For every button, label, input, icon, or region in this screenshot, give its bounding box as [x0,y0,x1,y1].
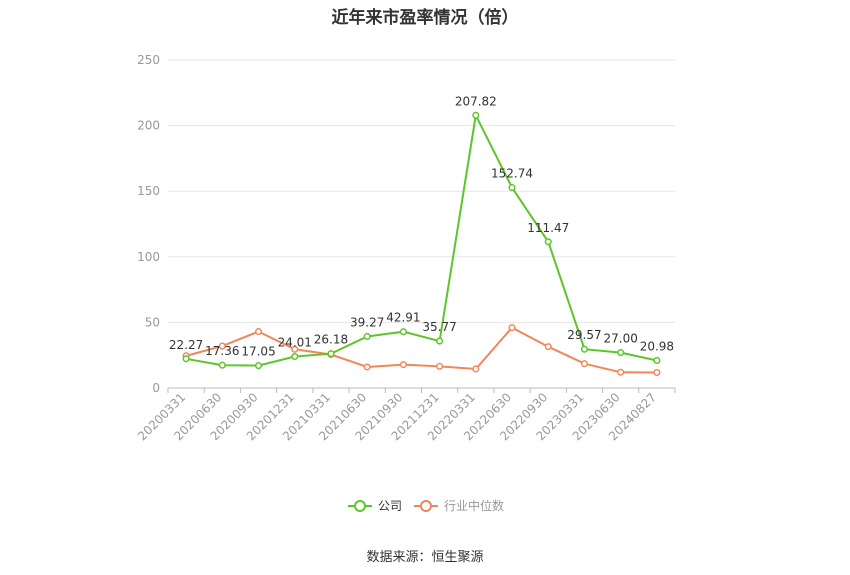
data-label: 42.91 [386,311,420,325]
legend-marker-1 [420,500,432,512]
data-label: 20.98 [640,339,674,353]
x-axis: 2020033120200630202009302020123120210331… [135,387,676,443]
source-note: 数据来源：恒生聚源 [366,550,484,565]
y-tick-label: 50 [145,315,160,329]
data-point [544,238,552,246]
y-tick-label: 150 [137,184,160,198]
data-label: 207.82 [455,94,497,108]
data-label: 27.00 [603,332,637,346]
data-point [254,362,263,370]
data-point [653,356,661,365]
legend: 公司 行业中位数 [348,498,504,513]
data-label: 26.18 [314,333,348,347]
legend-label-1[interactable]: 行业中位数 [444,498,504,513]
data-point [580,360,589,368]
data-point [472,111,480,119]
data-point [254,328,263,336]
y-tick-label: 250 [137,53,160,67]
series-line-1 [185,326,657,374]
data-point [544,343,552,351]
data-point [399,328,407,336]
data-point [436,337,444,345]
legend-label-0[interactable]: 公司 [378,499,402,513]
data-label: 22.27 [169,338,203,352]
y-axis: 0 50 100 150 200 250 [137,53,160,395]
data-label: 24.01 [278,335,312,349]
series-layer [182,111,661,377]
y-tick-label: 100 [137,250,160,264]
data-point [399,361,407,369]
data-point [580,345,589,353]
data-point [291,352,299,361]
data-label: 111.47 [527,221,569,235]
y-tick-label: 200 [137,119,160,133]
grid-lines [168,59,675,323]
data-point [327,350,335,358]
data-point [617,349,625,357]
data-point [218,361,226,369]
y-tick-label: 0 [152,381,160,395]
data-point [653,368,661,377]
data-point [363,332,371,341]
data-label: 39.27 [350,315,384,329]
data-point [472,365,480,373]
data-point [363,363,371,371]
data-point [291,345,299,353]
chart-title: 近年来市盈率情况（倍） [331,8,519,28]
legend-marker-0 [354,500,366,512]
data-point [218,342,226,350]
data-label: 17.36 [205,344,239,358]
data-label: 17.05 [241,345,275,359]
data-point [182,355,190,363]
data-label: 29.57 [567,328,601,342]
data-label: 152.74 [491,167,533,181]
data-label: 35.77 [422,320,456,334]
data-point [436,362,444,370]
data-point [508,324,516,332]
series-line-0 [185,112,658,367]
data-point [617,368,625,376]
data-point [508,184,516,192]
